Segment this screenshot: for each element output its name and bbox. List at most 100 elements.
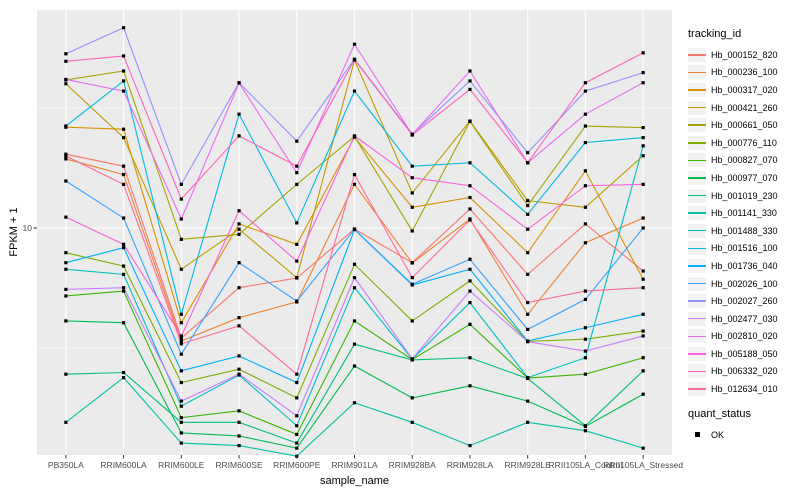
legend-swatch xyxy=(688,317,706,320)
x-axis-title: sample_name xyxy=(319,475,390,487)
x-tick-label-RRIM928LE: RRIM928LE xyxy=(504,460,551,470)
legend-swatch xyxy=(688,194,706,197)
data-point xyxy=(352,227,357,231)
data-point xyxy=(179,369,183,373)
data-point xyxy=(410,276,414,280)
data-point xyxy=(352,89,357,93)
x-tick-label-RRIM600SE: RRIM600SE xyxy=(215,460,263,470)
data-point xyxy=(237,409,241,413)
data-point xyxy=(352,342,357,346)
data-point xyxy=(583,205,588,209)
data-point xyxy=(64,319,68,323)
data-point xyxy=(121,289,126,293)
data-point xyxy=(64,82,68,86)
data-point xyxy=(583,124,588,128)
data-point xyxy=(410,357,414,361)
data-point xyxy=(64,251,68,255)
data-point xyxy=(121,54,126,58)
data-point xyxy=(352,182,357,186)
data-point xyxy=(583,241,588,245)
data-point xyxy=(237,367,241,371)
data-point xyxy=(121,79,126,83)
data-point xyxy=(526,272,530,276)
data-point xyxy=(641,269,645,273)
data-point xyxy=(526,300,530,305)
data-point xyxy=(583,289,588,293)
data-point xyxy=(295,182,299,186)
data-point xyxy=(410,420,414,424)
data-point xyxy=(468,356,472,360)
legend: tracking_id Hb_000152_820 Hb_000236_100 Hb… xyxy=(688,28,798,443)
legend-item-Hb_002477_030: Hb_002477_030 xyxy=(688,310,798,328)
legend-swatch xyxy=(688,106,706,109)
data-point xyxy=(179,312,183,316)
data-point xyxy=(468,207,472,211)
data-point xyxy=(468,257,472,261)
legend-item-Hb_000661_050: Hb_000661_050 xyxy=(688,116,798,134)
data-point xyxy=(179,342,183,346)
data-point xyxy=(179,217,183,221)
data-point xyxy=(526,212,530,216)
data-point xyxy=(295,396,299,400)
data-point xyxy=(121,370,126,375)
data-point xyxy=(64,52,68,56)
data-point xyxy=(583,372,588,376)
data-point xyxy=(583,89,588,93)
legend-swatch xyxy=(688,229,706,232)
data-point xyxy=(468,119,472,124)
data-point xyxy=(583,222,588,226)
data-point xyxy=(410,319,414,323)
legend-label: Hb_006332_020 xyxy=(711,366,778,377)
data-point xyxy=(410,396,414,400)
legend-label: Hb_002810_020 xyxy=(711,331,778,342)
legend-swatch xyxy=(688,335,706,338)
data-point xyxy=(352,401,357,405)
legend-label: Hb_002026_100 xyxy=(711,278,778,289)
data-point xyxy=(121,264,126,268)
legend-key-line-icon xyxy=(688,346,706,361)
legend-item-Hb_000977_070: Hb_000977_070 xyxy=(688,169,798,187)
data-point xyxy=(179,352,183,356)
data-point xyxy=(121,246,126,250)
legend-swatch xyxy=(688,300,706,302)
data-point xyxy=(121,89,126,93)
legend-label: Hb_001019_230 xyxy=(711,190,778,201)
data-point xyxy=(583,326,588,330)
data-point xyxy=(526,399,530,403)
data-point xyxy=(468,443,472,448)
legend-swatch xyxy=(688,247,706,250)
quant-status-block: quant_status OK xyxy=(688,408,798,444)
legend-label: Hb_001488_330 xyxy=(711,225,778,236)
x-tick-label-RRII105LA_Stressed: RRII105LA_Stressed xyxy=(603,460,684,470)
data-point xyxy=(237,316,241,320)
data-point xyxy=(641,154,645,158)
data-point xyxy=(237,209,241,213)
data-point xyxy=(468,79,472,83)
data-point xyxy=(583,429,588,433)
data-point xyxy=(468,289,472,293)
data-point xyxy=(641,226,645,230)
legend-items: Hb_000152_820 Hb_000236_100 Hb_000317_020 H… xyxy=(688,46,798,398)
legend-key-line-icon xyxy=(688,135,706,150)
data-point xyxy=(179,197,183,201)
legend-key-line-icon xyxy=(688,329,706,344)
data-point xyxy=(179,182,183,186)
data-point xyxy=(352,286,357,290)
data-point xyxy=(352,172,357,177)
data-point xyxy=(641,334,645,338)
legend-label: Hb_001141_330 xyxy=(711,208,777,219)
data-point xyxy=(583,349,588,353)
data-point xyxy=(121,182,126,186)
legend-key-line-icon xyxy=(688,47,706,62)
data-point xyxy=(410,205,414,209)
legend-label: Hb_000661_050 xyxy=(711,120,778,131)
legend-key-line-icon xyxy=(688,170,706,185)
legend-key-line-icon xyxy=(688,382,706,397)
legend-item-Hb_005188_050: Hb_005188_050 xyxy=(688,345,798,363)
data-point xyxy=(583,81,588,85)
data-point xyxy=(641,144,645,148)
data-point xyxy=(641,126,645,130)
legend-label: Hb_001516_100 xyxy=(711,243,778,254)
legend-label: Hb_000152_820 xyxy=(711,49,778,60)
data-point xyxy=(641,286,645,290)
